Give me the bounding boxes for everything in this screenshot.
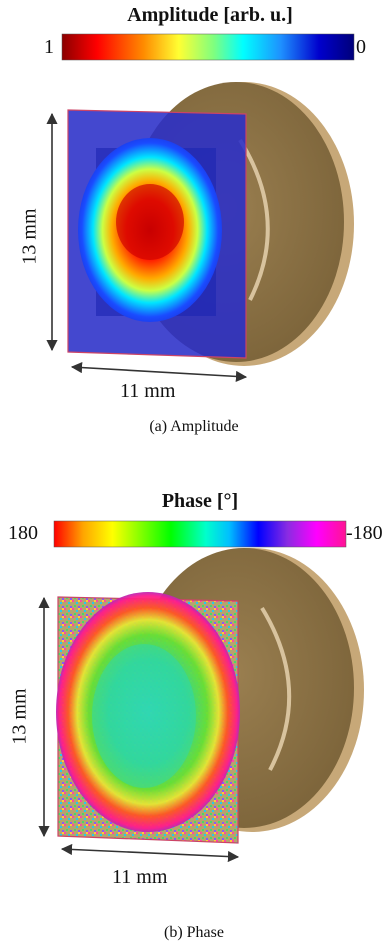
height-label-a: 13 mm (18, 208, 41, 265)
caption-amplitude: (a) Amplitude (149, 418, 239, 435)
width-label-b: 11 mm (112, 866, 168, 888)
amplitude-colorbar-min-label: 0 (356, 36, 366, 58)
phase-plane (56, 592, 240, 844)
width-arrow-b (60, 843, 240, 863)
width-label-a: 11 mm (120, 380, 176, 402)
caption-phase: (b) Phase (164, 924, 224, 941)
amplitude-colorbar-title: Amplitude [arb. u.] (127, 4, 293, 26)
amplitude-colorbar (61, 33, 355, 61)
phase-colorbar-title: Phase [°] (161, 490, 239, 512)
phase-colorbar (53, 520, 347, 548)
amplitude-colorbar-max-label: 1 (44, 36, 54, 58)
amplitude-plane (67, 109, 247, 359)
phase-colorbar-min-label: -180 (346, 522, 383, 544)
phase-colorbar-max-label: 180 (8, 522, 38, 544)
height-label-b: 13 mm (8, 688, 31, 745)
width-arrow-a (70, 361, 248, 383)
